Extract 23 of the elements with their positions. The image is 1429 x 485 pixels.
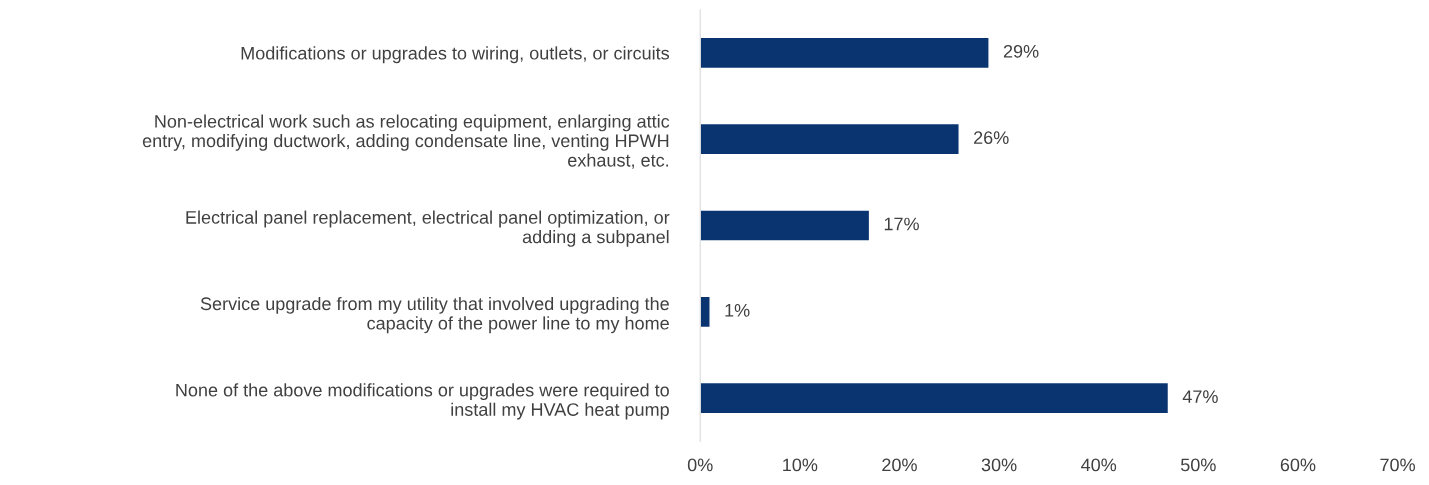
x-tick-label: 20% (882, 458, 917, 472)
data-label: 17% (884, 217, 919, 231)
y-tick-label: Modifications or upgrades to wiring, outlets, or circuits (241, 46, 670, 64)
data-label: 1% (725, 304, 750, 317)
x-tick-label: 60% (1280, 458, 1316, 472)
x-tick-label: 10% (783, 458, 818, 472)
y-tick-label: Non-electrical work such as relocating equipment, enlarging attic entry, modifying ductwork, adding condensate line, venting HPWH exhaust, etc. (142, 114, 670, 169)
y-tick-label: Electrical panel replacement, electrical panel optimization, or adding a subpanel (186, 210, 670, 247)
x-tick-label: 0% (687, 458, 713, 472)
x-tick-label: 70% (1380, 458, 1415, 472)
data-label: 26% (974, 131, 1009, 145)
x-tick-label: 30% (981, 458, 1017, 472)
y-tick-label: None of the above modifications or upgrades were required to install my HVAC heat pump (176, 383, 669, 420)
x-tick-label: 50% (1180, 458, 1216, 472)
bar (700, 381, 1170, 415)
x-tick-label: 40% (1081, 458, 1117, 472)
data-label: 29% (1003, 44, 1039, 58)
y-tick-label: Service upgrade from my utility that involved upgrading the capacity of the power line to my home (200, 296, 669, 334)
bar (700, 36, 990, 70)
data-label: 47% (1182, 390, 1218, 403)
bar (700, 295, 711, 329)
bar (700, 122, 960, 156)
bar (700, 209, 871, 242)
